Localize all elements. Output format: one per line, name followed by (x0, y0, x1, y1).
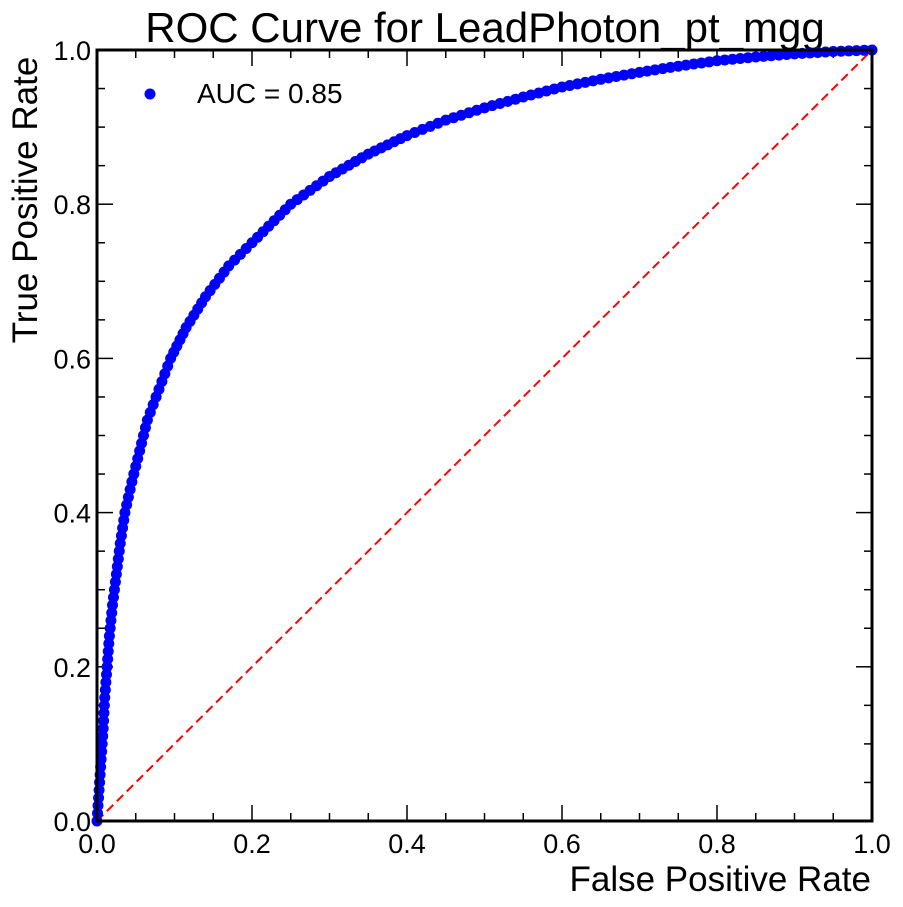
legend-marker (144, 88, 156, 100)
random-baseline-line (96, 49, 873, 822)
y-axis-label: True Positive Rate (6, 57, 45, 344)
y-tick-label: 0.8 (53, 190, 91, 220)
y-tick-label: 0.4 (53, 499, 91, 529)
y-tick-label: 0.0 (53, 807, 91, 837)
y-tick-label: 0.2 (53, 653, 91, 683)
x-tick-label: 0.6 (543, 829, 581, 859)
x-tick-label: 1.0 (853, 829, 891, 859)
x-axis-label: False Positive Rate (569, 860, 871, 899)
legend-label: AUC = 0.85 (197, 78, 343, 109)
x-tick-label: 0.0 (78, 829, 116, 859)
y-tick-label: 0.6 (53, 344, 91, 374)
x-tick-label: 0.2 (233, 829, 271, 859)
plot-frame (95, 48, 874, 823)
legend: AUC = 0.85 (144, 78, 343, 109)
chart-title: ROC Curve for LeadPhoton_pt_mgg (145, 4, 824, 51)
x-tick-label: 0.4 (388, 829, 426, 859)
y-tick-label: 1.0 (53, 36, 91, 66)
x-tick-label: 0.8 (698, 829, 736, 859)
axis-tick-labels: 0.0 0.2 0.4 0.6 0.8 1.0 0.0 0.2 0.4 0.6 0.8 1.0 (53, 36, 890, 859)
